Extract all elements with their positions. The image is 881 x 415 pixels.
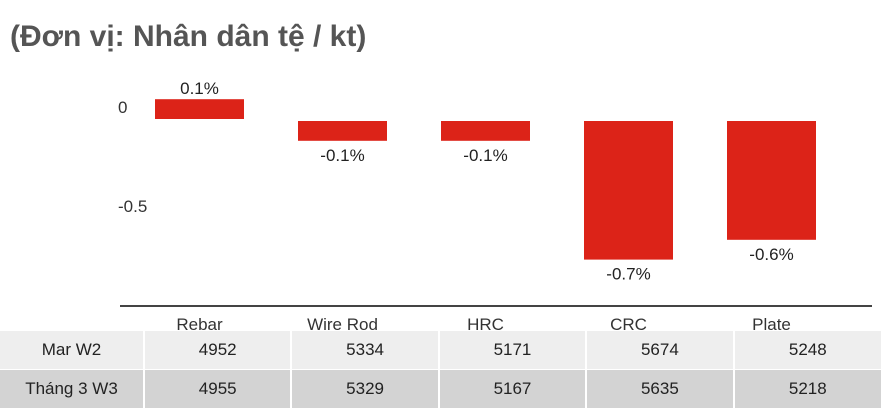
chart-title: (Đơn vị: Nhân dân tệ / kt): [10, 20, 367, 53]
data-label: -0.6%: [749, 245, 793, 264]
bar: [298, 121, 387, 141]
table-cell: 5635: [585, 369, 734, 408]
y-tick-label: 0: [118, 98, 127, 117]
table-row: Mar W2 4952 5334 5171 5674 5248: [0, 331, 881, 370]
bar: [441, 121, 530, 141]
data-label: 0.1%: [180, 79, 219, 98]
bar: [584, 121, 673, 260]
data-label: -0.1%: [463, 146, 507, 165]
x-tick-label: Wire Rod: [307, 315, 378, 334]
bar: [155, 99, 244, 119]
data-label: -0.7%: [606, 265, 650, 284]
x-tick-label: Rebar: [176, 315, 223, 334]
table-cell: 5218: [732, 369, 881, 408]
row-label: Mar W2: [0, 331, 144, 370]
bar-chart: 0 -0.5 0.1% Rebar -0.1% Wire Rod -0.1% HRC -0.7%…: [118, 79, 872, 334]
y-tick-label: -0.5: [118, 197, 147, 216]
table-cell: 5167: [437, 369, 587, 408]
x-tick-label: CRC: [610, 315, 647, 334]
row-label: Tháng 3 W3: [0, 369, 144, 408]
data-label: -0.1%: [320, 146, 364, 165]
table-cell: 5171: [437, 331, 587, 370]
table-cell: 5334: [290, 331, 439, 370]
table-cell: 4955: [142, 369, 292, 408]
table-cell: 4952: [142, 331, 292, 370]
x-tick-label: HRC: [467, 315, 504, 334]
bar: [727, 121, 816, 240]
table-cell: 5329: [290, 369, 439, 408]
x-tick-label: Plate: [752, 315, 791, 334]
table-cell: 5674: [585, 331, 734, 370]
data-table: Mar W2 4952 5334 5171 5674 5248 Tháng 3 …: [0, 331, 881, 408]
table-cell: 5248: [732, 331, 881, 370]
table-row: Tháng 3 W3 4955 5329 5167 5635 5218: [0, 369, 881, 408]
